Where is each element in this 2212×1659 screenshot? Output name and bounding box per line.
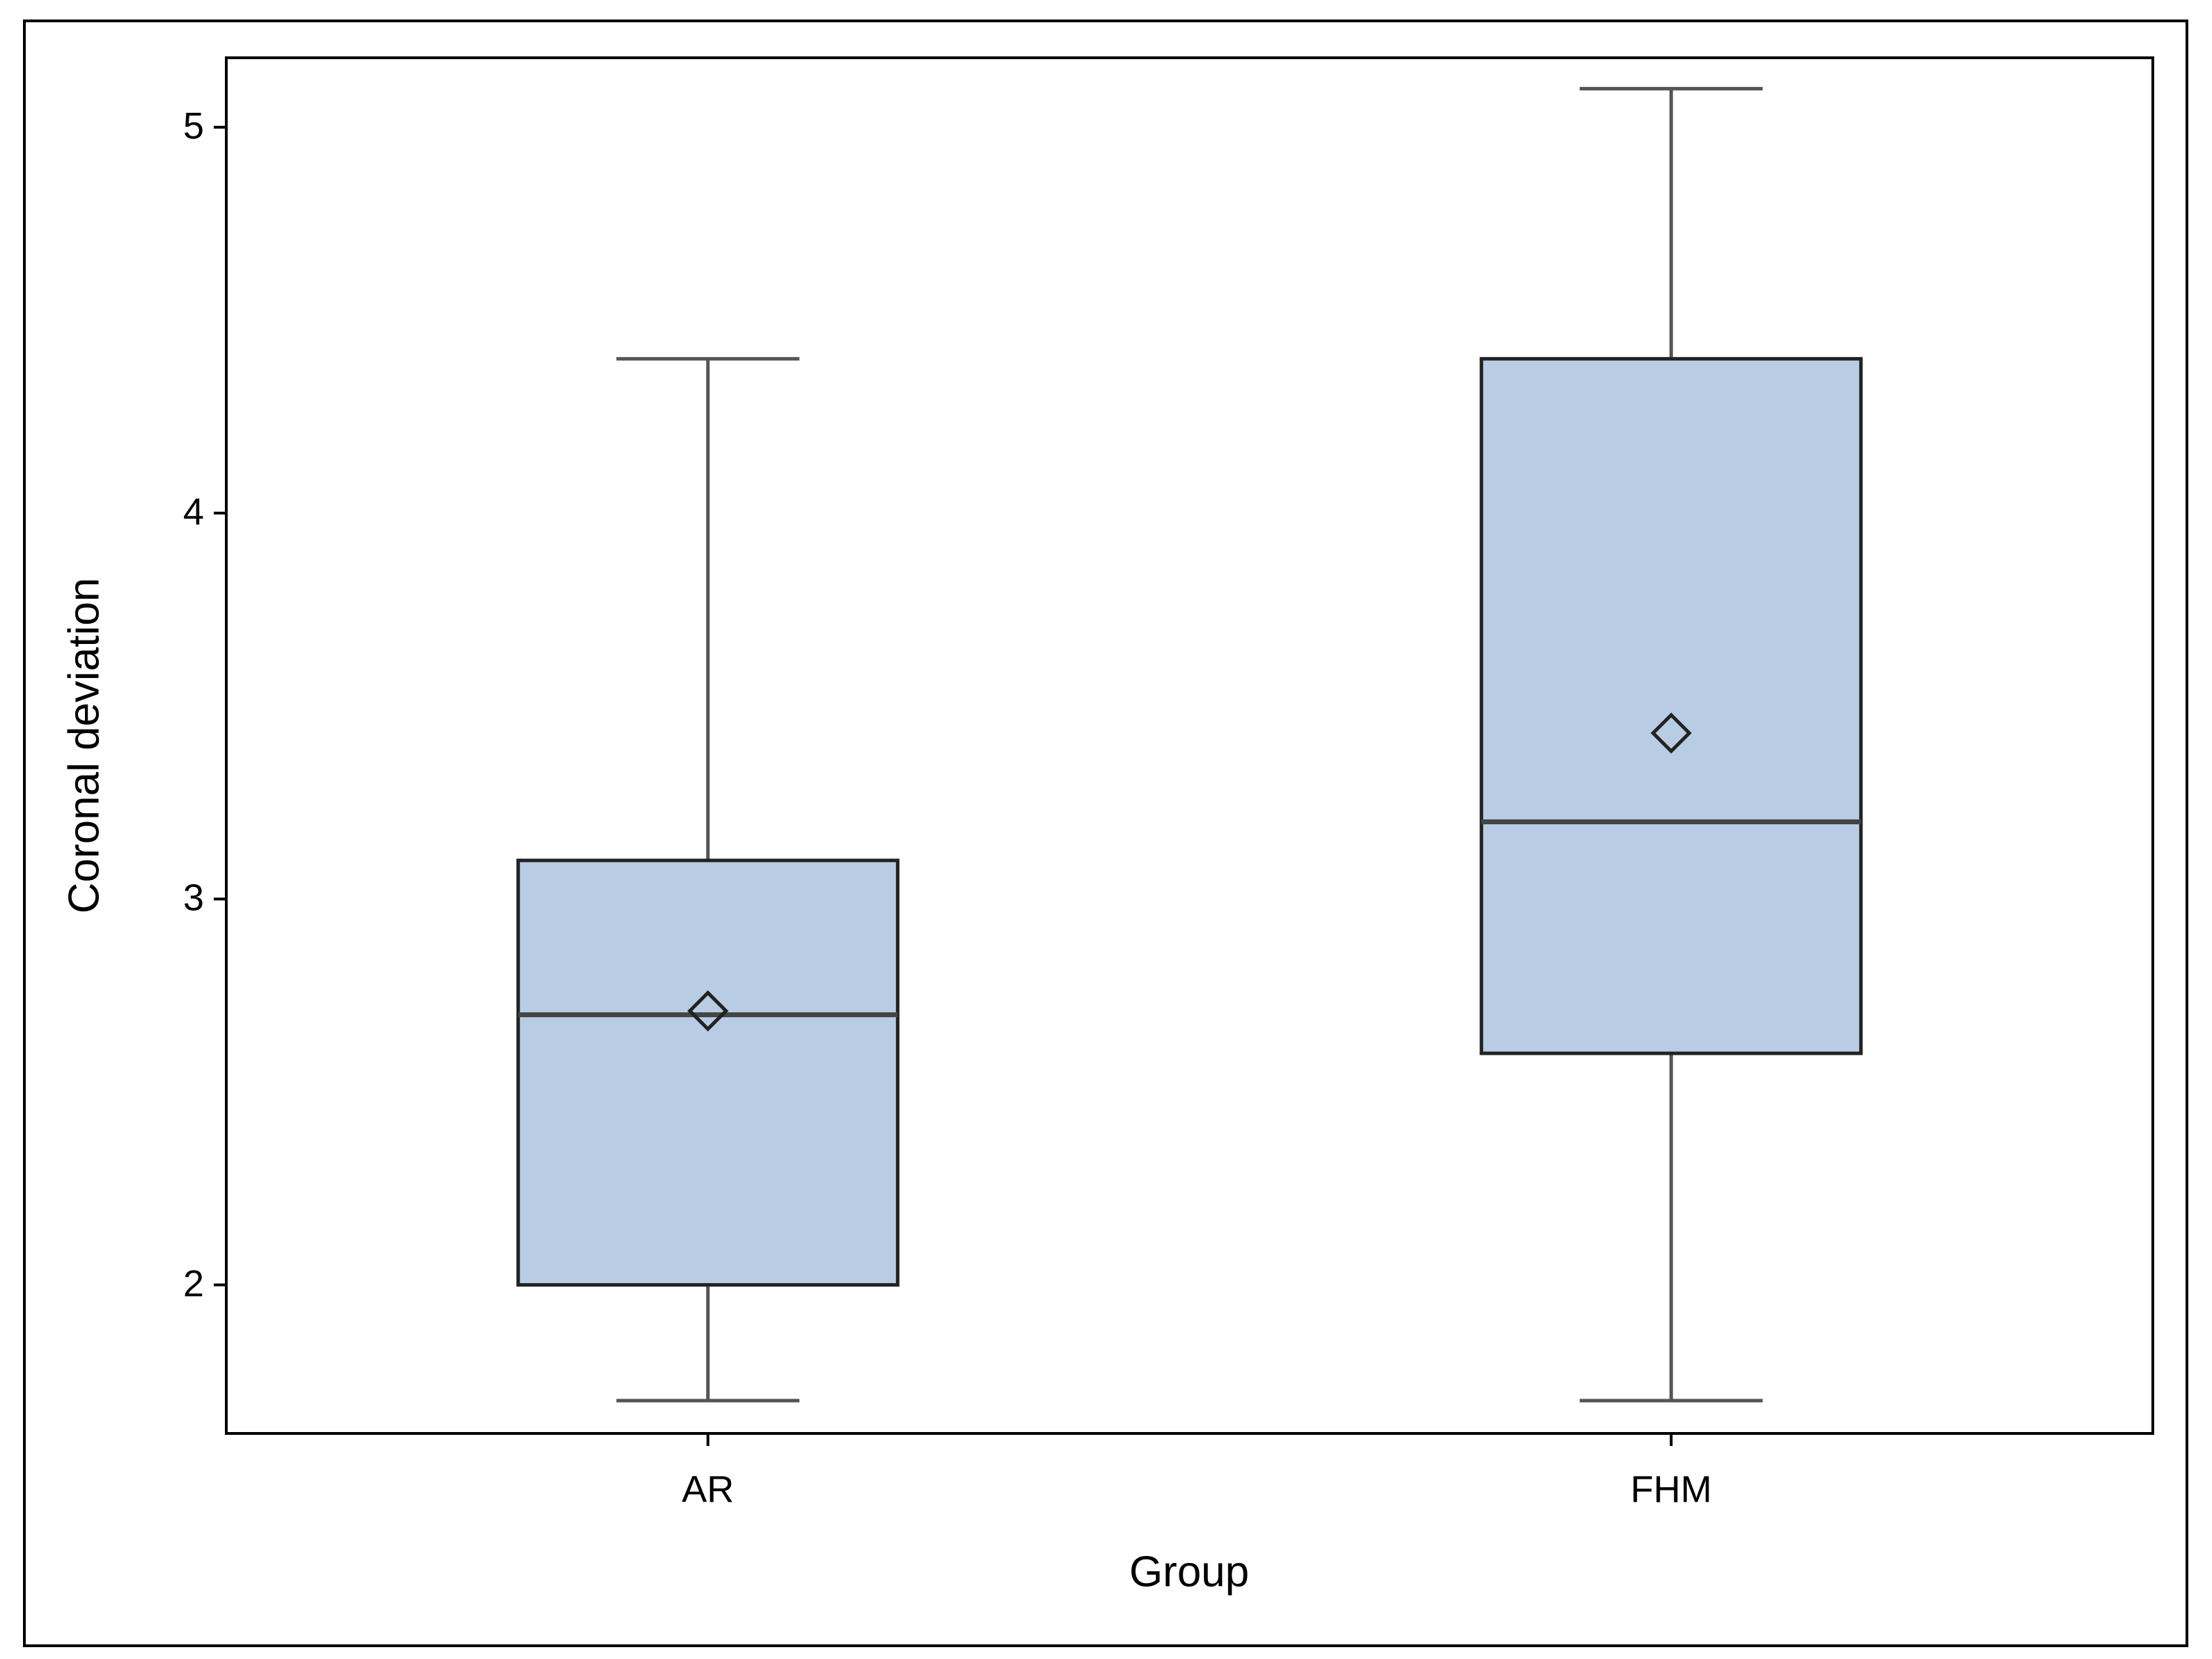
x-tick-label: FHM [1631,1468,1712,1510]
y-tick-label: 2 [183,1263,204,1305]
y-tick-label: 3 [183,877,204,919]
y-tick-label: 4 [183,491,204,533]
mean-marker [1650,712,1692,754]
y-tick-label: 5 [183,105,204,147]
x-axis-title: Group [1129,1548,1249,1596]
y-axis-title: Coronal deviation [60,578,108,914]
box [516,858,900,1287]
plot-frame [225,56,2154,1435]
box [1480,356,1863,1055]
mean-marker [687,990,729,1032]
x-tick-label: AR [682,1468,734,1510]
